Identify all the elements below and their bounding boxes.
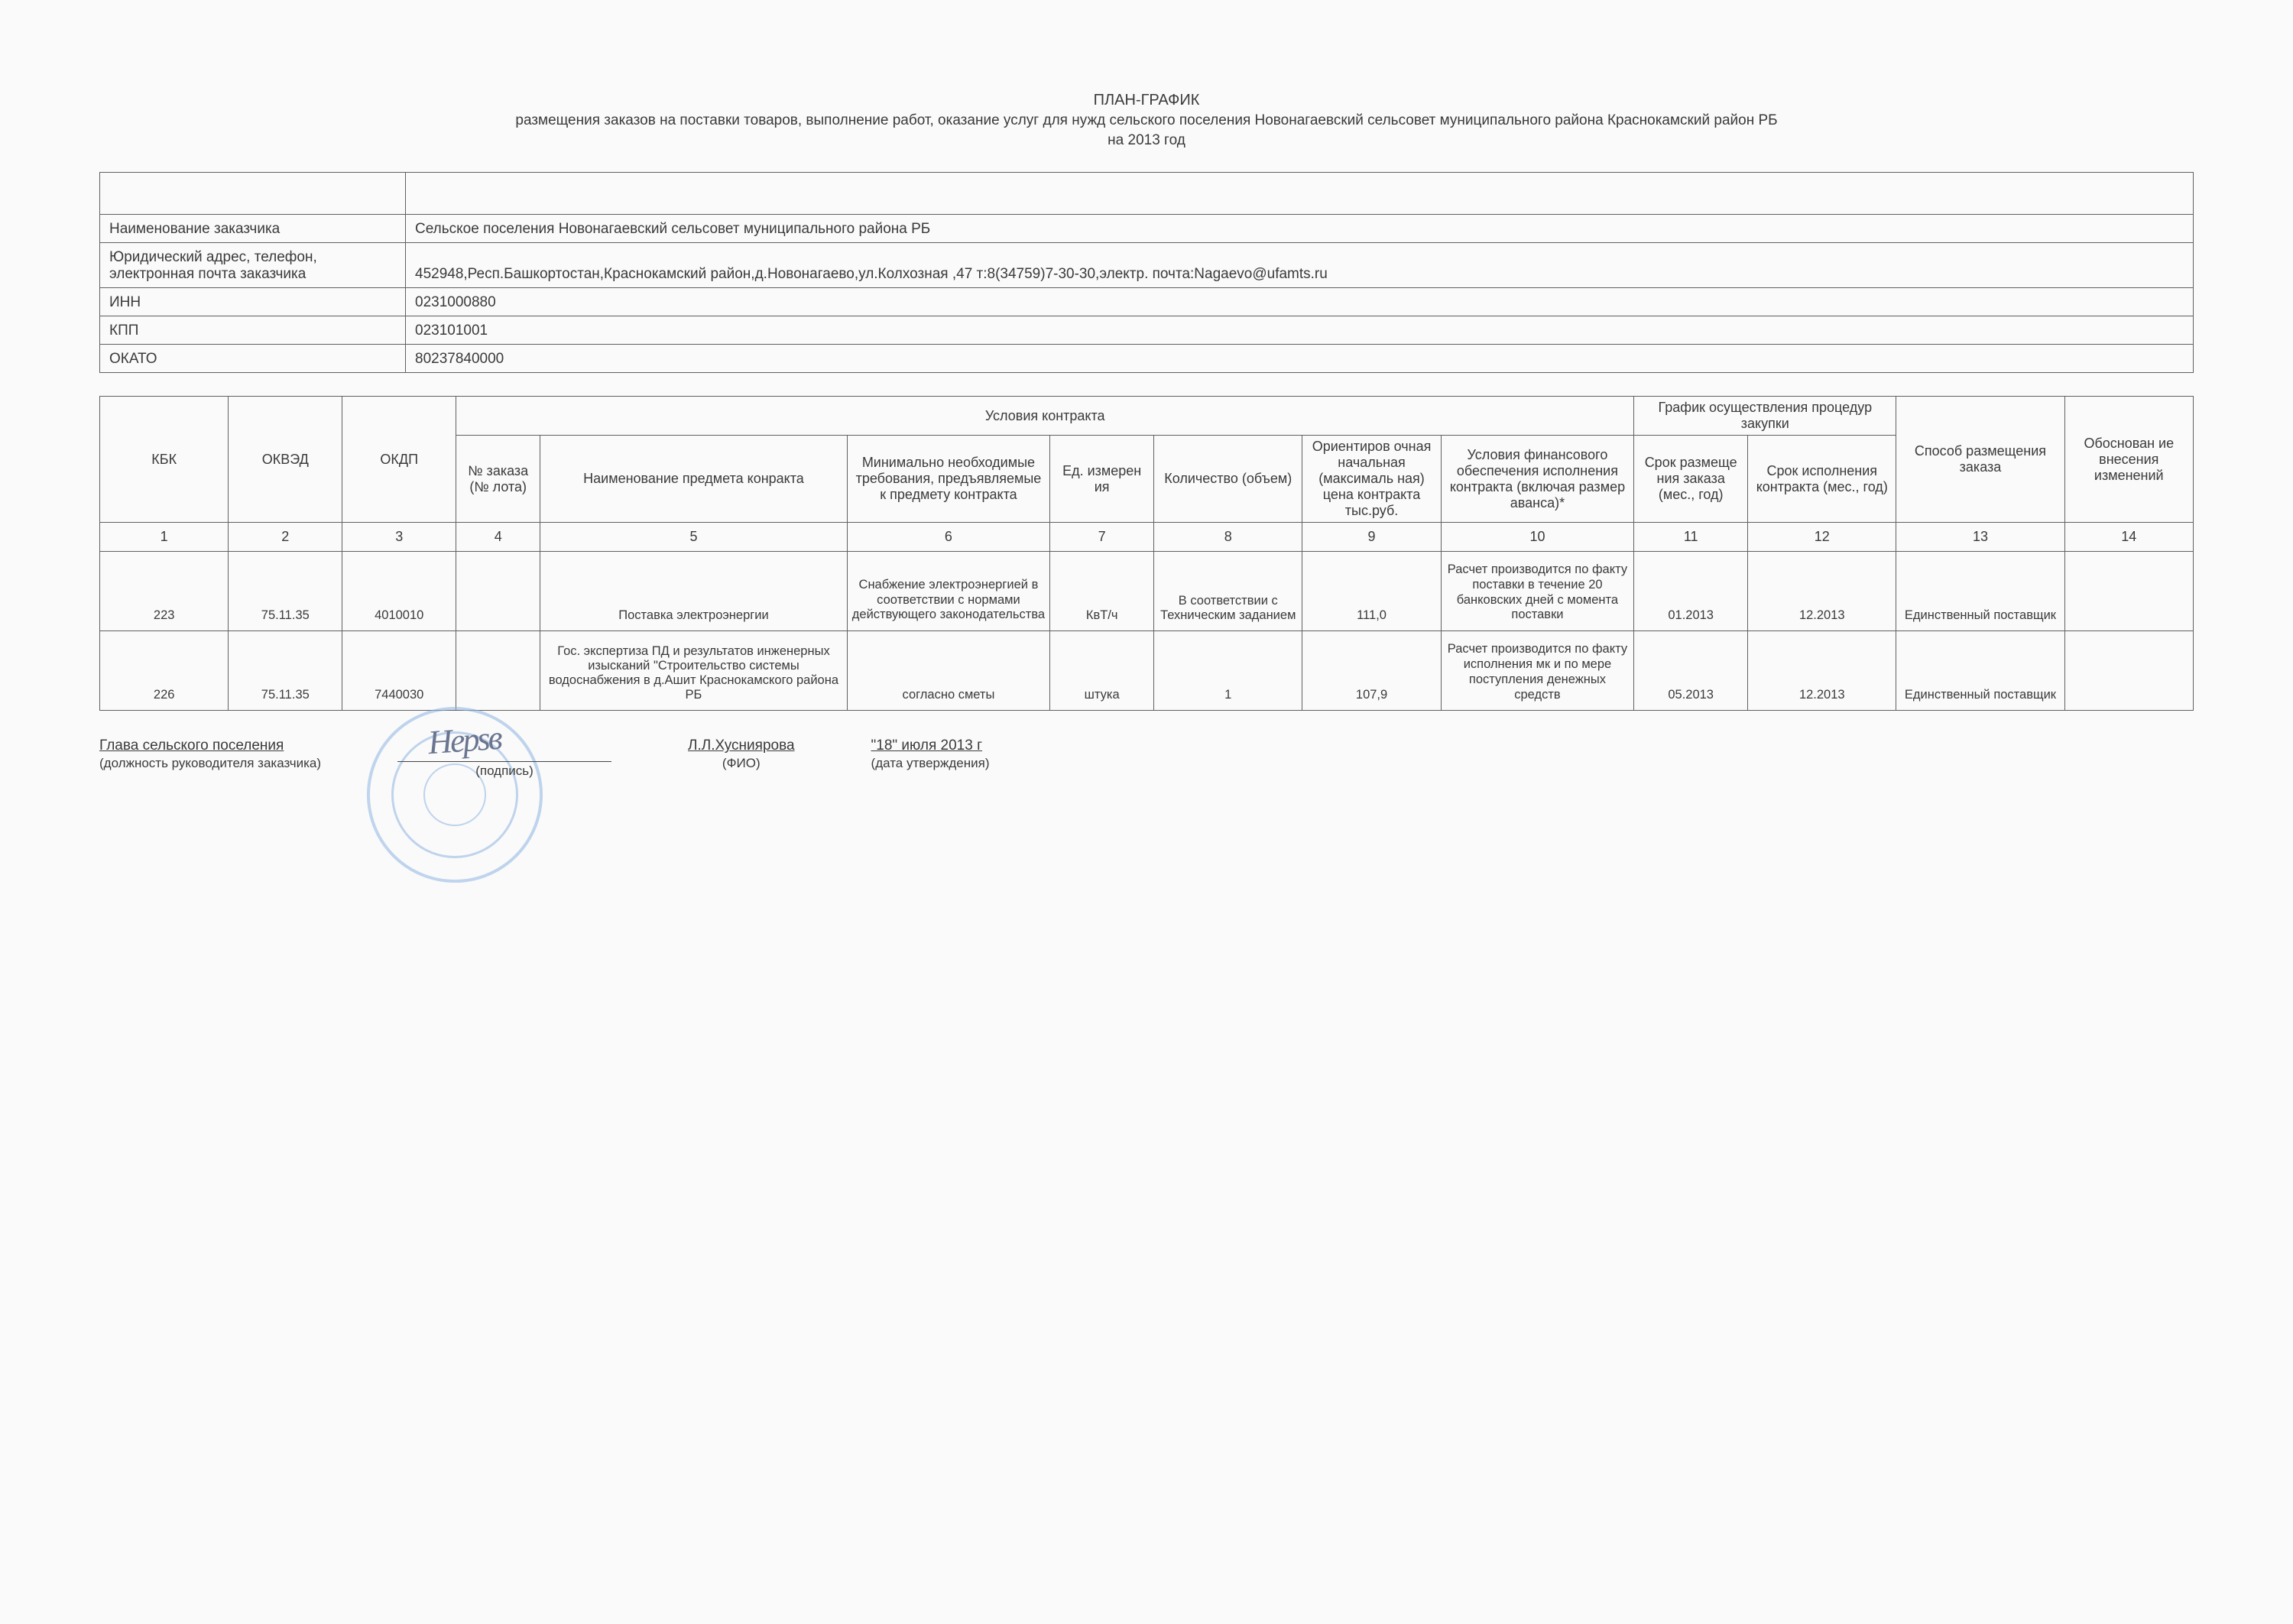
signature-footer: Глава сельского поселения (должность рук… [99, 737, 2194, 779]
info-kpp-label: КПП [100, 316, 406, 345]
info-kpp-value: 023101001 [406, 316, 2194, 345]
th-req: Минимально необходимые требования, предъ… [847, 436, 1049, 523]
th-method: Способ размещения заказа [1896, 397, 2064, 523]
th-just: Обоснован ие внесения изменений [2064, 397, 2193, 523]
title-block: ПЛАН-ГРАФИК размещения заказов на постав… [99, 92, 2194, 149]
signer-position: Глава сельского поселения (должность рук… [99, 737, 321, 771]
th-group-contract: Условия контракта [456, 397, 1634, 436]
column-number-row: 1 2 3 4 5 6 7 8 9 10 11 12 13 14 [100, 523, 2194, 552]
th-name: Наименование предмета конракта [540, 436, 847, 523]
table-row: 223 75.11.35 4010010 Поставка электроэне… [100, 552, 2194, 631]
info-inn-value: 0231000880 [406, 288, 2194, 316]
info-okato-label: ОКАТО [100, 345, 406, 373]
th-kbk: КБК [100, 397, 229, 523]
th-qty: Количество (объем) [1154, 436, 1302, 523]
th-okved: ОКВЭД [229, 397, 342, 523]
th-fin: Условия финансового обеспечения исполнен… [1441, 436, 1634, 523]
info-okato-value: 80237840000 [406, 345, 2194, 373]
th-s2: Срок исполнения контракта (мес., год) [1748, 436, 1896, 523]
signer-fio: Л.Л.Хусниярова (ФИО) [688, 737, 795, 771]
table-row: 226 75.11.35 7440030 Гос. экспертиза ПД … [100, 631, 2194, 711]
title-sub: размещения заказов на поставки товаров, … [99, 112, 2194, 129]
title-year: на 2013 год [99, 132, 2194, 149]
th-group-schedule: График осуществления процедур закупки [1634, 397, 1896, 436]
info-addr-value: 452948,Респ.Башкортостан,Краснокамский р… [406, 243, 2194, 288]
th-okdp: ОКДП [342, 397, 456, 523]
approval-date: "18" июля 2013 г (дата утверждения) [871, 737, 990, 771]
signature-scribble-icon: Heрѕв [426, 718, 501, 762]
info-name-label: Наименование заказчика [100, 215, 406, 243]
plan-table: КБК ОКВЭД ОКДП Условия контракта График … [99, 396, 2194, 711]
th-s1: Срок размеще ния заказа (мес., год) [1634, 436, 1748, 523]
customer-info-table: Наименование заказчика Сельское поселени… [99, 172, 2194, 373]
th-num: № заказа (№ лота) [456, 436, 540, 523]
th-unit: Ед. измерен ия [1050, 436, 1154, 523]
info-name-value: Сельское поселения Новонагаевский сельсо… [406, 215, 2194, 243]
info-addr-label: Юридический адрес, телефон,электронная п… [100, 243, 406, 288]
th-price: Ориентиров очная начальная (максималь на… [1302, 436, 1441, 523]
signature-block: Heрѕв (подпись) [397, 737, 611, 779]
info-inn-label: ИНН [100, 288, 406, 316]
title-main: ПЛАН-ГРАФИК [99, 92, 2194, 109]
